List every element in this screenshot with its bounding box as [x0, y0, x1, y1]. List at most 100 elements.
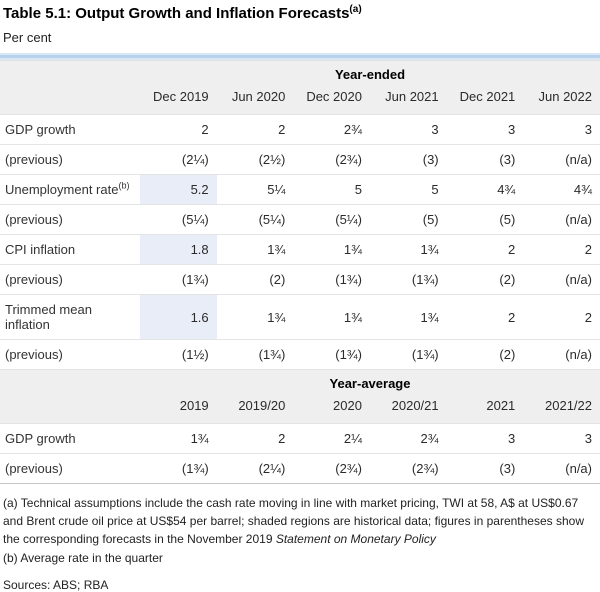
footnote: (a) Technical assumptions include the ca… — [3, 494, 593, 548]
column-header-spacer — [0, 392, 140, 424]
column-header: 2020/21 — [369, 392, 447, 424]
value-cell: (2) — [446, 264, 524, 295]
forecast-table: Year-ended Dec 2019 Jun 2020 Dec 2020 Jun 20… — [0, 60, 600, 484]
value-cell: (1¾) — [293, 339, 370, 370]
value-cell: 3 — [523, 114, 600, 145]
row-label: (previous) — [0, 144, 140, 175]
column-header: Dec 2020 — [293, 83, 370, 115]
table-row: (previous) (1¾) (2) (1¾) (1¾) (2) (n/a) — [0, 264, 600, 295]
value-cell: (5¼) — [293, 204, 370, 235]
value-cell: (1½) — [140, 339, 217, 370]
table-subtitle: Per cent — [3, 30, 52, 45]
table-row: (previous) (1½) (1¾) (1¾) (1¾) (2) (n/a) — [0, 339, 600, 370]
value-cell: 1¾ — [369, 294, 447, 340]
value-cell: (n/a) — [523, 264, 600, 295]
value-cell: (1¾) — [216, 339, 294, 370]
footnotes: (a) Technical assumptions include the ca… — [3, 494, 593, 567]
value-cell: (3) — [446, 144, 524, 175]
table-row: GDP growth 2 2 2¾ 3 3 3 — [0, 114, 600, 145]
row-label: GDP growth — [0, 423, 140, 454]
table-title-text: Table 5.1: Output Growth and Inflation F… — [3, 5, 350, 22]
value-cell: (2¾) — [369, 453, 447, 484]
table-row: (previous) (1¾) (2¼) (2¾) (2¾) (3) (n/a) — [0, 453, 600, 484]
section-header-spacer — [0, 369, 140, 392]
table-row: (previous) (5¼) (5¼) (5¼) (5) (5) (n/a) — [0, 204, 600, 235]
value-cell: 2 — [216, 423, 294, 454]
value-cell: 3 — [369, 114, 447, 145]
column-header: 2020 — [293, 392, 370, 424]
value-cell: 1.6 — [140, 294, 217, 340]
value-cell: 4¾ — [523, 174, 600, 205]
value-cell: 1¾ — [293, 294, 370, 340]
value-cell: 1¾ — [369, 234, 447, 265]
value-cell: 2 — [523, 294, 600, 340]
row-label: (previous) — [0, 264, 140, 295]
footnote-marker-a: (a) — [349, 4, 362, 15]
value-cell: 2 — [216, 114, 294, 145]
section-header: Year-ended — [140, 60, 600, 83]
column-header: Jun 2020 — [216, 83, 294, 115]
table-row: Unemployment rate(b) 5.2 5¼ 5 5 4¾ 4¾ — [0, 174, 600, 205]
row-label: (previous) — [0, 339, 140, 370]
section-header-row: Year-ended — [0, 60, 600, 83]
value-cell: (n/a) — [523, 339, 600, 370]
value-cell: 2¾ — [293, 114, 370, 145]
value-cell: 5 — [293, 174, 370, 205]
value-cell: 2 — [140, 114, 217, 145]
value-cell: 2¾ — [369, 423, 447, 454]
footnote-italic-title: Statement on Monetary Policy — [275, 532, 436, 546]
row-label: (previous) — [0, 453, 140, 484]
section-header-row: Year-average — [0, 369, 600, 392]
value-cell: 2¼ — [293, 423, 370, 454]
value-cell: 3 — [523, 423, 600, 454]
report-table-page: Table 5.1: Output Growth and Inflation F… — [0, 5, 600, 592]
value-cell: 1¾ — [293, 234, 370, 265]
table-row: GDP growth 1¾ 2 2¼ 2¾ 3 3 — [0, 423, 600, 454]
value-cell: 5.2 — [140, 174, 217, 205]
value-cell: (5¼) — [216, 204, 294, 235]
value-cell: (1¾) — [140, 453, 217, 484]
row-label: Unemployment rate(b) — [0, 174, 140, 205]
column-header-spacer — [0, 83, 140, 115]
section-header: Year-average — [140, 369, 600, 392]
footnote: (b) Average rate in the quarter — [3, 549, 593, 567]
value-cell: (n/a) — [523, 453, 600, 484]
value-cell: 1.8 — [140, 234, 217, 265]
value-cell: 2 — [446, 234, 524, 265]
footnote-text: (a) Technical assumptions include the ca… — [3, 496, 584, 546]
table-top-border — [0, 53, 600, 60]
footnote-marker-b: (b) — [118, 180, 130, 191]
value-cell: (2) — [216, 264, 294, 295]
row-label: CPI inflation — [0, 234, 140, 265]
column-header-row: Dec 2019 Jun 2020 Dec 2020 Jun 2021 Dec 2021… — [0, 83, 600, 115]
value-cell: (1¾) — [140, 264, 217, 295]
column-header: 2021 — [446, 392, 524, 424]
value-cell: 2 — [523, 234, 600, 265]
column-header: Jun 2021 — [369, 83, 447, 115]
value-cell: (2½) — [216, 144, 294, 175]
table-row: Trimmed mean inflation 1.6 1¾ 1¾ 1¾ 2 2 — [0, 294, 600, 340]
value-cell: (5) — [369, 204, 447, 235]
value-cell: (n/a) — [523, 204, 600, 235]
value-cell: 5¼ — [216, 174, 294, 205]
column-header: 2019/20 — [216, 392, 294, 424]
value-cell: 2 — [446, 294, 524, 340]
value-cell: 5 — [369, 174, 447, 205]
value-cell: (5) — [446, 204, 524, 235]
value-cell: (1¾) — [369, 264, 447, 295]
row-label: GDP growth — [0, 114, 140, 145]
value-cell: 3 — [446, 114, 524, 145]
sources: Sources: ABS; RBA — [3, 578, 109, 592]
row-label: (previous) — [0, 204, 140, 235]
value-cell: (2) — [446, 339, 524, 370]
value-cell: (2¾) — [293, 453, 370, 484]
column-header: Dec 2019 — [140, 83, 217, 115]
value-cell: 1¾ — [140, 423, 217, 454]
column-header: Dec 2021 — [446, 83, 524, 115]
column-header: 2021/22 — [523, 392, 600, 424]
column-header-row: 2019 2019/20 2020 2020/21 2021 2021/22 — [0, 392, 600, 424]
table-row: CPI inflation 1.8 1¾ 1¾ 1¾ 2 2 — [0, 234, 600, 265]
value-cell: 4¾ — [446, 174, 524, 205]
column-header: Jun 2022 — [523, 83, 600, 115]
value-cell: (2¼) — [140, 144, 217, 175]
